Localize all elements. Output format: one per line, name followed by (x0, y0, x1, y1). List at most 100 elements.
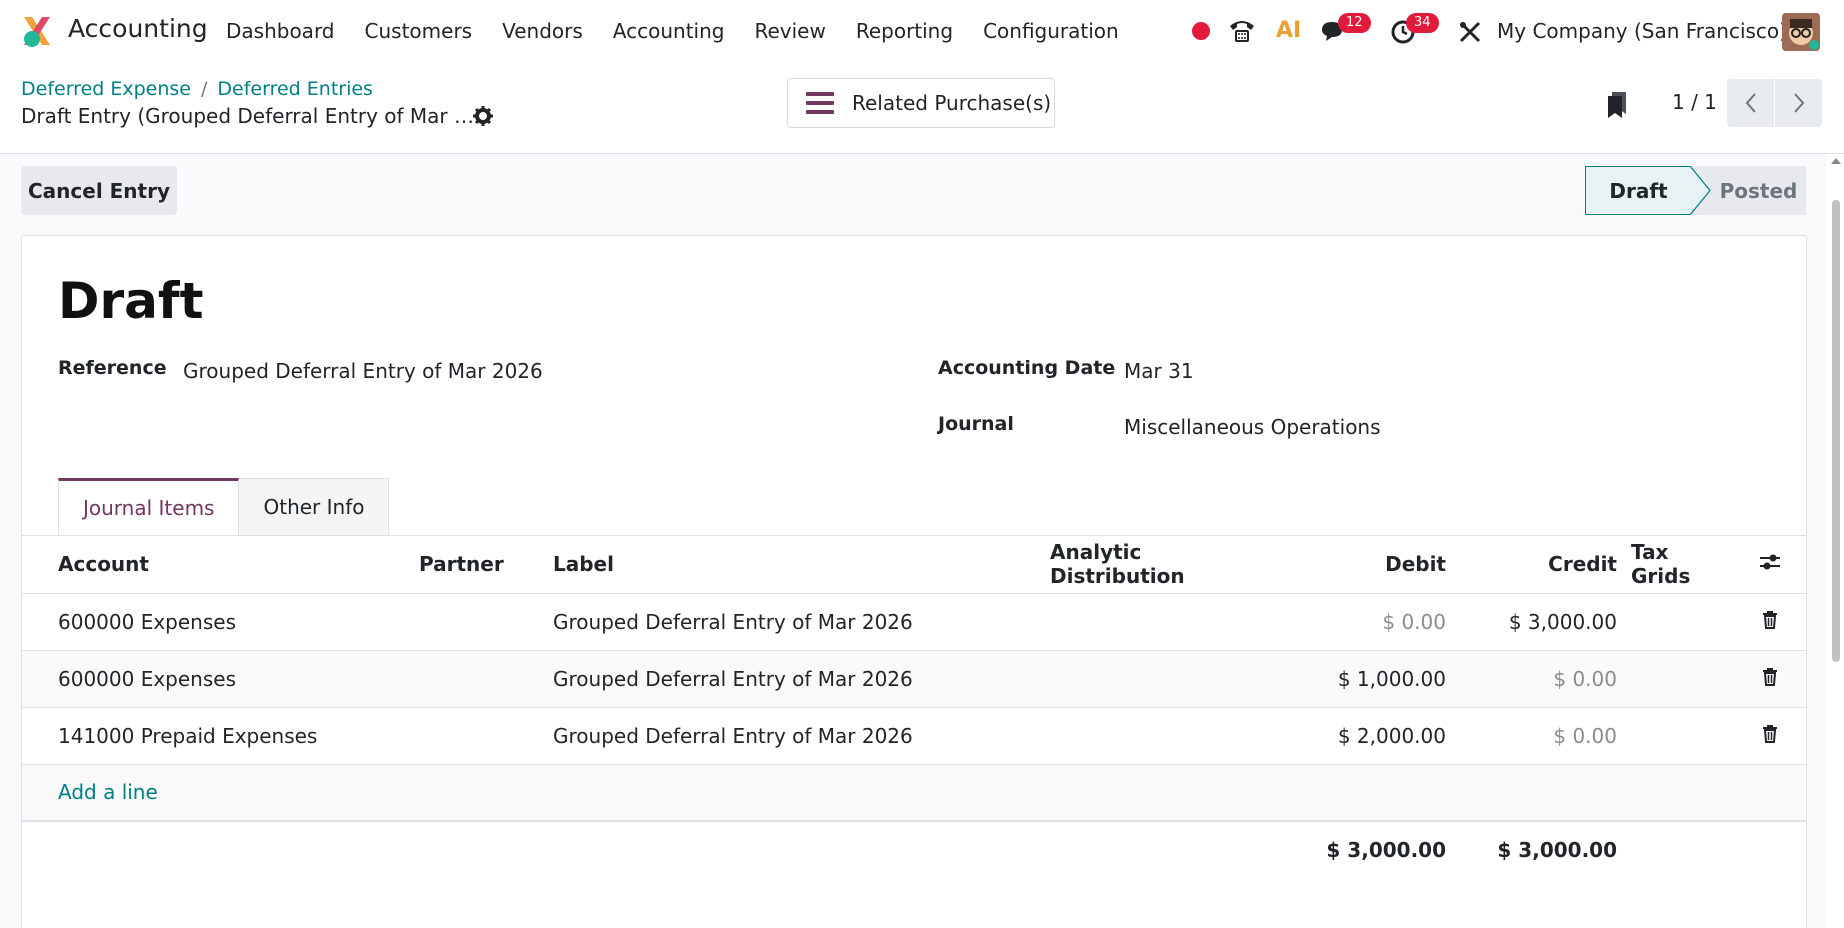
chat-icon[interactable] (1320, 20, 1346, 44)
menu-dashboard[interactable]: Dashboard (226, 19, 335, 43)
total-credit: $ 3,000.00 (1446, 820, 1617, 878)
pager-buttons (1727, 79, 1822, 127)
breadcrumb-deferred-expense[interactable]: Deferred Expense (21, 78, 191, 100)
trash-icon (1763, 610, 1777, 629)
header-credit[interactable]: Credit (1446, 536, 1617, 594)
menu-vendors[interactable]: Vendors (502, 19, 583, 43)
add-a-line-link[interactable]: Add a line (58, 764, 1806, 822)
entry-state-title: Draft (58, 272, 204, 330)
journal-items-table: Account Partner Label Analytic Distribut… (22, 536, 1806, 878)
phone-icon[interactable] (1228, 18, 1256, 44)
menu-lines-icon (806, 92, 834, 114)
totals-row: $ 3,000.00 $ 3,000.00 (22, 820, 1806, 878)
header-analytic-distribution[interactable]: Analytic Distribution (1010, 536, 1231, 594)
header-account[interactable]: Account (58, 536, 419, 594)
journal-label: Journal (938, 413, 1014, 435)
breadcrumb-separator: / (201, 78, 208, 100)
status-arrow (1690, 166, 1711, 215)
main-menu: Dashboard Customers Vendors Accounting R… (226, 19, 1149, 43)
table-header-row: Account Partner Label Analytic Distribut… (22, 536, 1806, 594)
menu-customers[interactable]: Customers (364, 19, 473, 43)
menu-review[interactable]: Review (754, 19, 826, 43)
row-account[interactable]: 141000 Prepaid Expenses (58, 707, 419, 765)
activities-badge: 34 (1406, 13, 1439, 33)
cancel-entry-button[interactable]: Cancel Entry (21, 166, 177, 215)
row-debit[interactable]: $ 2,000.00 (1231, 707, 1446, 765)
header-partner[interactable]: Partner (419, 536, 553, 594)
table-row[interactable]: 141000 Prepaid Expenses Grouped Deferral… (22, 707, 1806, 765)
delete-row-button[interactable] (1734, 707, 1806, 765)
accounting-date-field[interactable]: Mar 31 (1124, 359, 1194, 383)
header-tax-grids[interactable]: Tax Grids (1617, 536, 1734, 594)
related-purchases-button[interactable]: Related Purchase(s) (787, 78, 1055, 128)
chevron-right-icon (1793, 93, 1804, 113)
delete-row-button[interactable] (1734, 650, 1806, 708)
breadcrumb: Deferred Expense / Deferred Entries (21, 78, 373, 100)
menu-configuration[interactable]: Configuration (983, 19, 1119, 43)
row-analytic[interactable] (1010, 593, 1231, 651)
delete-row-button[interactable] (1734, 593, 1806, 651)
messages-badge: 12 (1338, 13, 1371, 33)
user-avatar[interactable] (1782, 13, 1820, 51)
reference-field[interactable]: Grouped Deferral Entry of Mar 2026 (183, 359, 543, 383)
row-debit[interactable]: $ 1,000.00 (1231, 650, 1446, 708)
total-debit: $ 3,000.00 (1231, 820, 1446, 878)
pager-previous-button[interactable] (1727, 79, 1775, 127)
scroll-up-arrow[interactable] (1831, 158, 1841, 164)
row-account[interactable]: 600000 Expenses (58, 593, 419, 651)
row-credit[interactable]: $ 0.00 (1446, 707, 1617, 765)
row-tax-grids[interactable] (1617, 707, 1734, 765)
reference-label: Reference (58, 357, 167, 379)
scrollbar-thumb[interactable] (1832, 200, 1840, 662)
row-label[interactable]: Grouped Deferral Entry of Mar 2026 (553, 707, 1010, 765)
row-label[interactable]: Grouped Deferral Entry of Mar 2026 (553, 650, 1010, 708)
add-line-row: Add a line (22, 764, 1806, 822)
bookmark-icon[interactable] (1606, 90, 1630, 118)
header-debit[interactable]: Debit (1231, 536, 1446, 594)
trash-icon (1763, 667, 1777, 686)
row-account[interactable]: 600000 Expenses (58, 650, 419, 708)
row-debit[interactable]: $ 0.00 (1231, 593, 1446, 651)
sliders-icon (1760, 554, 1780, 570)
accounting-date-label: Accounting Date (938, 357, 1116, 379)
pager-value[interactable]: 1 / 1 (1672, 90, 1717, 114)
tab-other-info[interactable]: Other Info (239, 478, 390, 535)
recording-dot-icon[interactable] (1192, 22, 1210, 40)
ai-icon[interactable]: AI (1276, 18, 1302, 43)
app-title[interactable]: Accounting (68, 14, 208, 43)
record-title: Draft Entry (Grouped Deferral Entry of M… (21, 104, 474, 128)
row-credit[interactable]: $ 3,000.00 (1446, 593, 1617, 651)
breadcrumb-deferred-entries[interactable]: Deferred Entries (217, 78, 373, 100)
trash-icon (1763, 724, 1777, 743)
status-draft[interactable]: Draft (1585, 166, 1691, 215)
notebook-tabs: Journal Items Other Info (58, 478, 390, 535)
row-label[interactable]: Grouped Deferral Entry of Mar 2026 (553, 593, 1010, 651)
chevron-left-icon (1745, 93, 1756, 113)
table-row[interactable]: 600000 Expenses Grouped Deferral Entry o… (22, 593, 1806, 651)
row-partner[interactable] (419, 707, 553, 765)
tools-icon[interactable] (1458, 20, 1482, 44)
form-sheet: Draft Reference Grouped Deferral Entry o… (21, 235, 1807, 928)
status-bar: Draft Posted (1585, 166, 1806, 215)
status-posted[interactable]: Posted (1719, 178, 1798, 203)
optional-columns-toggle[interactable] (1734, 536, 1806, 594)
company-switcher[interactable]: My Company (San Francisco) (1497, 19, 1787, 43)
table-row[interactable]: 600000 Expenses Grouped Deferral Entry o… (22, 650, 1806, 708)
gear-icon[interactable] (473, 106, 493, 126)
row-credit[interactable]: $ 0.00 (1446, 650, 1617, 708)
row-tax-grids[interactable] (1617, 650, 1734, 708)
pager-next-button[interactable] (1775, 79, 1822, 127)
menu-reporting[interactable]: Reporting (855, 19, 954, 43)
row-partner[interactable] (419, 650, 553, 708)
accounting-app-icon[interactable] (20, 15, 54, 49)
row-analytic[interactable] (1010, 707, 1231, 765)
journal-field[interactable]: Miscellaneous Operations (1124, 415, 1381, 439)
menu-accounting[interactable]: Accounting (612, 19, 725, 43)
header-label[interactable]: Label (553, 536, 1010, 594)
row-analytic[interactable] (1010, 650, 1231, 708)
row-tax-grids[interactable] (1617, 593, 1734, 651)
tab-journal-items[interactable]: Journal Items (58, 478, 240, 535)
row-partner[interactable] (419, 593, 553, 651)
related-purchases-label: Related Purchase(s) (852, 91, 1052, 115)
top-navbar: Accounting Dashboard Customers Vendors A… (0, 0, 1844, 64)
